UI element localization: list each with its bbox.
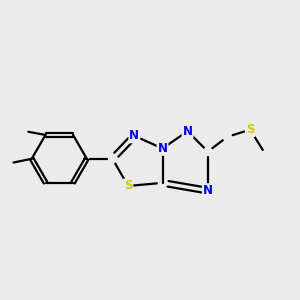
Text: N: N — [182, 125, 193, 138]
Text: S: S — [124, 179, 132, 193]
Text: N: N — [203, 184, 213, 197]
Text: S: S — [246, 123, 254, 136]
Text: N: N — [129, 129, 140, 142]
Text: N: N — [158, 142, 167, 155]
